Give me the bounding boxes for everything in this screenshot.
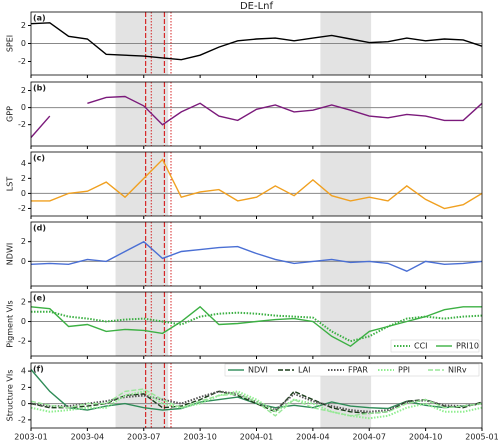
panel-label: (d) bbox=[33, 224, 46, 233]
y-tick-label: -2 bbox=[18, 337, 26, 346]
legend-box bbox=[224, 363, 480, 377]
panel-frame bbox=[30, 81, 483, 147]
y-tick-label: 4 bbox=[21, 367, 26, 376]
y-tick-label: 0 bbox=[21, 103, 26, 112]
x-tick-label: 2004-04 bbox=[296, 433, 329, 442]
series-line bbox=[30, 240, 483, 272]
shaded-period bbox=[320, 152, 372, 216]
legend-label: LAI bbox=[298, 366, 310, 375]
panel-label: (c) bbox=[33, 154, 45, 163]
x-tick-label: 2005-01 bbox=[465, 433, 498, 442]
y-axis-label: LST bbox=[6, 177, 15, 192]
y-tick-label: 0 bbox=[21, 257, 26, 266]
y-axis-label: Pigment VIs bbox=[6, 300, 15, 347]
x-tick-label: 2004-07 bbox=[353, 433, 386, 442]
y-tick-label: 2 bbox=[21, 86, 26, 95]
panel-label: (a) bbox=[33, 14, 46, 23]
panel-frame bbox=[30, 151, 483, 217]
series-line bbox=[30, 22, 483, 61]
shaded-period bbox=[115, 82, 169, 146]
y-tick-label: 0 bbox=[21, 189, 26, 198]
y-tick-label: 2 bbox=[21, 174, 26, 183]
legend-label: NDVI bbox=[248, 366, 268, 375]
series-line bbox=[31, 310, 483, 343]
y-tick-label: 0 bbox=[21, 317, 26, 326]
x-tick-label: 2003-07 bbox=[127, 433, 160, 442]
legend-label: CCI bbox=[414, 342, 428, 351]
legend-label: NIRv bbox=[448, 366, 467, 375]
panel-label: (f) bbox=[33, 365, 44, 374]
series-line bbox=[31, 158, 483, 210]
shaded-period bbox=[115, 222, 169, 286]
legend-label: PRI10 bbox=[456, 342, 479, 351]
y-axis-label: Structure VIs bbox=[6, 370, 15, 422]
shaded-period bbox=[320, 292, 372, 356]
legend-label: FPAR bbox=[348, 366, 368, 375]
legend-label: PPI bbox=[398, 366, 410, 375]
y-tick-label: -2 bbox=[18, 120, 26, 129]
shaded-period bbox=[320, 222, 372, 286]
series-line bbox=[30, 388, 483, 417]
y-tick-label: 0 bbox=[21, 39, 26, 48]
y-tick-label: 2 bbox=[21, 237, 26, 246]
series-line bbox=[30, 95, 483, 138]
y-tick-label: 2 bbox=[21, 297, 26, 306]
x-tick-label: 2004-10 bbox=[409, 433, 442, 442]
x-tick-label: 2003-01 bbox=[14, 433, 47, 442]
chart-title: DE-Lnf bbox=[240, 1, 274, 12]
y-tick-label: -2 bbox=[18, 57, 26, 66]
x-tick-label: 2004-01 bbox=[240, 433, 273, 442]
y-tick-label: 2 bbox=[21, 383, 26, 392]
shaded-period bbox=[115, 292, 169, 356]
y-axis-label: NDWI bbox=[6, 243, 15, 265]
y-axis-label: SPEI bbox=[6, 35, 15, 52]
y-tick-label: 4 bbox=[21, 159, 26, 168]
y-tick-label: -2 bbox=[18, 204, 26, 213]
x-tick-label: 2003-10 bbox=[183, 433, 216, 442]
x-tick-label: 2003-04 bbox=[71, 433, 104, 442]
y-tick-label: 2 bbox=[21, 21, 26, 30]
y-axis-label: GPP bbox=[6, 106, 15, 122]
series-line bbox=[30, 390, 483, 420]
legend-box bbox=[390, 339, 480, 353]
y-tick-label: -2 bbox=[18, 415, 26, 424]
panel-label: (e) bbox=[33, 294, 46, 303]
series-line bbox=[30, 305, 482, 348]
y-tick-label: 0 bbox=[21, 399, 26, 408]
panel-label: (b) bbox=[33, 84, 46, 93]
